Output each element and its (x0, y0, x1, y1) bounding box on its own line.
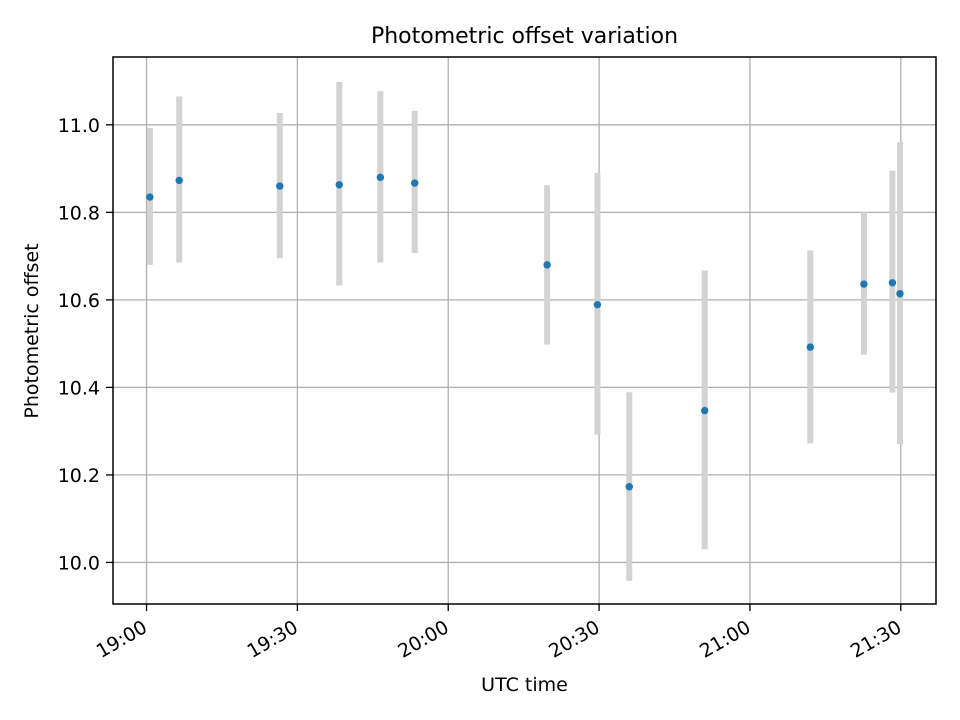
x-tick-label: 19:00 (93, 616, 151, 662)
y-tick-label: 10.6 (58, 290, 100, 312)
data-point (860, 280, 868, 288)
data-point (376, 173, 385, 182)
y-axis: 10.0 10.2 10.4 10.6 10.8 11.0 (58, 115, 113, 574)
data-point (625, 483, 633, 491)
y-tick-label: 10.0 (58, 552, 100, 574)
data-points (146, 173, 904, 491)
data-point (146, 193, 154, 201)
data-point (806, 343, 814, 351)
x-tick-label: 21:30 (847, 616, 905, 662)
chart-title: Photometric offset variation (371, 24, 678, 49)
data-point (276, 182, 284, 190)
data-point (700, 406, 709, 415)
data-point (543, 261, 551, 269)
x-axis: 19:00 19:30 20:00 20:30 21:00 21:30 (93, 604, 905, 663)
x-axis-label: UTC time (481, 674, 568, 696)
error-bars (146, 81, 903, 581)
plot-area-frame (112, 56, 937, 605)
data-point (175, 176, 183, 185)
data-point (335, 181, 343, 189)
y-tick-label: 10.4 (58, 377, 100, 399)
y-tick-label: 10.2 (58, 465, 100, 487)
data-point (411, 179, 419, 187)
y-axis-label: Photometric offset (21, 243, 43, 418)
x-tick-label: 20:00 (394, 616, 452, 662)
data-point (593, 300, 602, 309)
data-point (888, 279, 897, 287)
y-tick-label: 10.8 (58, 202, 100, 224)
x-tick-label: 21:00 (696, 616, 754, 662)
data-point (896, 290, 904, 298)
y-tick-label: 11.0 (58, 115, 100, 137)
x-tick-label: 20:30 (545, 616, 603, 662)
x-tick-label: 19:30 (243, 616, 301, 662)
